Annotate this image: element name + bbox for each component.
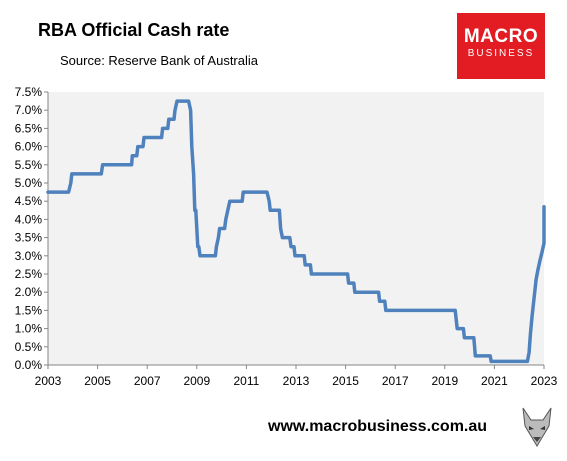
x-tick-label: 2011 — [233, 374, 259, 388]
y-tick-label: 4.5% — [15, 194, 43, 208]
y-tick-label: 2.5% — [15, 267, 43, 281]
logo-line-2: BUSINESS — [467, 48, 535, 59]
y-tick-label: 4.0% — [15, 212, 43, 226]
plot-area — [48, 92, 544, 365]
page-title: RBA Official Cash rate — [38, 20, 230, 40]
y-tick-label: 1.5% — [15, 303, 43, 317]
y-tick-label: 7.5% — [15, 85, 43, 99]
x-tick-label: 2021 — [481, 374, 508, 388]
y-tick-label: 0.0% — [15, 358, 43, 372]
logo-line-1: MACRO — [463, 26, 539, 47]
x-tick-label: 2007 — [134, 374, 161, 388]
footer-url: www.macrobusiness.com.au — [268, 418, 488, 435]
y-tick-label: 0.5% — [15, 340, 43, 354]
x-tick-label: 2015 — [332, 374, 359, 388]
y-tick-label: 5.0% — [15, 176, 43, 190]
fox-head-icon — [519, 404, 555, 449]
x-tick-label: 2013 — [283, 374, 310, 388]
y-tick-label: 6.0% — [15, 140, 43, 154]
y-tick-label: 3.0% — [15, 249, 43, 263]
x-tick-label: 2019 — [431, 374, 458, 388]
y-tick-label: 3.5% — [15, 231, 43, 245]
x-tick-label: 2003 — [35, 374, 62, 388]
x-tick-label: 2023 — [531, 374, 558, 388]
y-tick-label: 5.5% — [15, 158, 43, 172]
y-tick-label: 6.5% — [15, 121, 43, 135]
x-tick-label: 2005 — [84, 374, 111, 388]
x-tick-label: 2017 — [382, 374, 409, 388]
source-label: Source: Reserve Bank of Australia — [60, 53, 258, 68]
x-tick-label: 2009 — [183, 374, 210, 388]
macrobusiness-logo: MACRO BUSINESS — [457, 13, 545, 79]
cash-rate-chart: 0.0% 0.5% 1.0% 1.5% 2.0% 2.5% 3.0% 3.5% 4.0% 4.5%… — [15, 85, 558, 388]
y-tick-label: 2.0% — [15, 285, 43, 299]
y-tick-label: 1.0% — [15, 322, 43, 336]
cash-rate-series-line — [46, 99, 546, 364]
y-tick-label: 7.0% — [15, 103, 43, 117]
